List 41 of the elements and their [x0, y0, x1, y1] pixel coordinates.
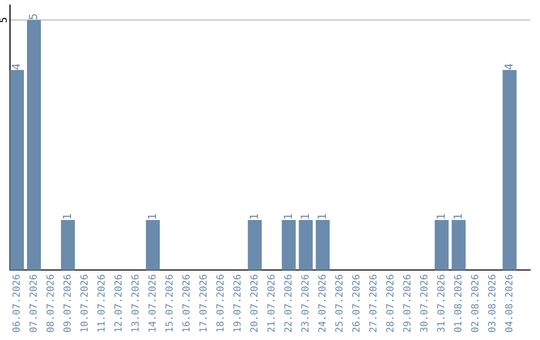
- x-tick-label: 20.07.2026: [250, 274, 258, 332]
- x-tick-label: 31.07.2026: [437, 274, 445, 332]
- x-tick-label: 09.07.2026: [63, 274, 71, 332]
- x-tick-label: 07.07.2026: [29, 274, 37, 332]
- x-tick-label: 22.07.2026: [284, 274, 292, 332]
- data-label: 1: [250, 214, 258, 219]
- x-tick-label: 17.07.2026: [199, 274, 207, 332]
- x-tick-label: 30.07.2026: [420, 274, 428, 332]
- x-tick-label: 25.07.2026: [335, 274, 343, 332]
- x-tick-label: 21.07.2026: [267, 274, 275, 332]
- data-label: 1: [454, 214, 462, 219]
- x-tick-label: 15.07.2026: [165, 274, 173, 332]
- x-tick-label: 29.07.2026: [403, 274, 411, 332]
- data-label: 1: [62, 214, 72, 219]
- x-tick-label: 08.07.2026: [46, 274, 54, 332]
- x-tick-label: 11.07.2026: [97, 274, 105, 332]
- x-tick-label: 26.07.2026: [352, 274, 360, 332]
- x-tick-label: 06.07.2026: [12, 274, 20, 332]
- x-tick-label: 27.07.2026: [369, 274, 377, 332]
- data-label: 4: [12, 64, 20, 70]
- x-tick-label: 19.07.2026: [233, 274, 241, 332]
- x-tick-label: 03.08.2026: [488, 274, 496, 332]
- x-tick-label: 12.07.2026: [114, 274, 122, 332]
- x-tick-label: 13.07.2026: [131, 274, 139, 332]
- data-label: 1: [284, 214, 292, 219]
- data-label: 1: [148, 214, 156, 219]
- data-label: 1: [300, 214, 309, 219]
- x-tick-label: 01.08.2026: [454, 274, 462, 332]
- x-tick-label: 23.07.2026: [301, 274, 309, 332]
- data-label: 4: [504, 64, 513, 70]
- x-tick-label: 24.07.2026: [318, 274, 326, 332]
- data-label: 1: [436, 214, 445, 219]
- x-tick-label: 14.07.2026: [148, 274, 156, 332]
- data-label: 5: [28, 14, 38, 20]
- x-tick-label: 16.07.2026: [182, 274, 190, 332]
- x-tick-label: 04.08.2026: [505, 274, 512, 332]
- x-tick-label: 28.07.2026: [386, 274, 394, 332]
- x-tick-label: 10.07.2026: [80, 274, 88, 332]
- x-tick-label: 18.07.2026: [216, 274, 224, 332]
- x-tick-label: 02.08.2026: [471, 274, 478, 332]
- data-label: 1: [318, 214, 326, 219]
